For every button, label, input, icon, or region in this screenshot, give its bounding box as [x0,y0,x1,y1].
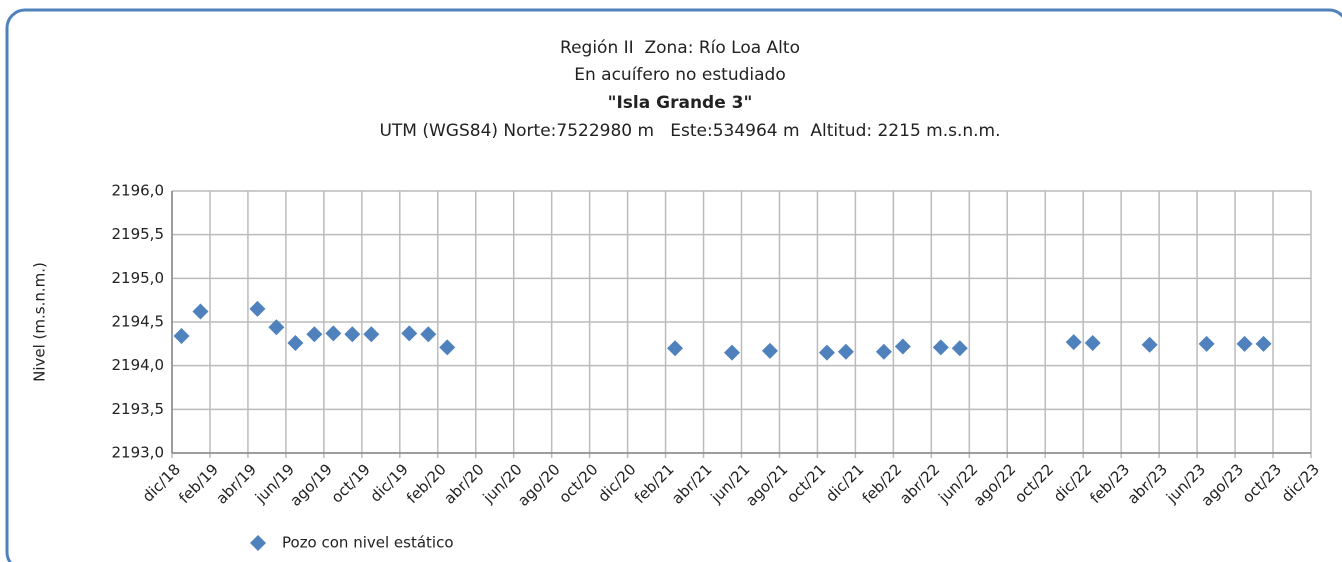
data-point [268,319,285,336]
data-point [1065,334,1082,351]
title-line: UTM (WGS84) Norte:7522980 m Este:534964 … [379,121,1000,141]
data-point [667,340,684,357]
data-point [325,325,342,342]
data-point [439,339,456,356]
legend-label: Pozo con nivel estático [282,534,454,552]
chart-frame [5,8,1342,562]
data-point [818,344,835,361]
data-point [1236,335,1253,352]
data-point [363,326,380,343]
data-point [192,303,209,320]
data-point [894,338,911,355]
data-point [344,326,361,343]
y-axis-label: Nivel (m.s.n.m.) [31,262,49,382]
data-point [724,344,741,361]
data-point [1255,335,1272,352]
title-line: En acuífero no estudiado [574,65,786,85]
title-line: "Isla Grande 3" [608,93,753,113]
data-point [249,300,266,317]
y-tick-label: 2195,0 [112,269,165,287]
data-point [287,334,304,351]
y-tick-label: 2196,0 [112,182,165,200]
data-point [875,343,892,360]
data-point [1084,334,1101,351]
data-point [1141,336,1158,353]
data-point [932,339,949,356]
data-point [173,327,190,344]
data-point [401,325,418,342]
title-line: Región II Zona: Río Loa Alto [560,38,800,58]
y-tick-label: 2194,5 [112,313,165,331]
data-point [761,342,778,359]
legend-marker [250,535,266,551]
data-point [306,326,323,343]
data-point [951,340,968,357]
y-tick-label: 2194,0 [112,356,165,374]
y-tick-label: 2193,5 [112,400,165,418]
y-tick-label: 2193,0 [112,444,165,462]
data-point [837,343,854,360]
y-tick-label: 2195,5 [112,225,165,243]
data-point [420,326,437,343]
data-point [1198,335,1215,352]
